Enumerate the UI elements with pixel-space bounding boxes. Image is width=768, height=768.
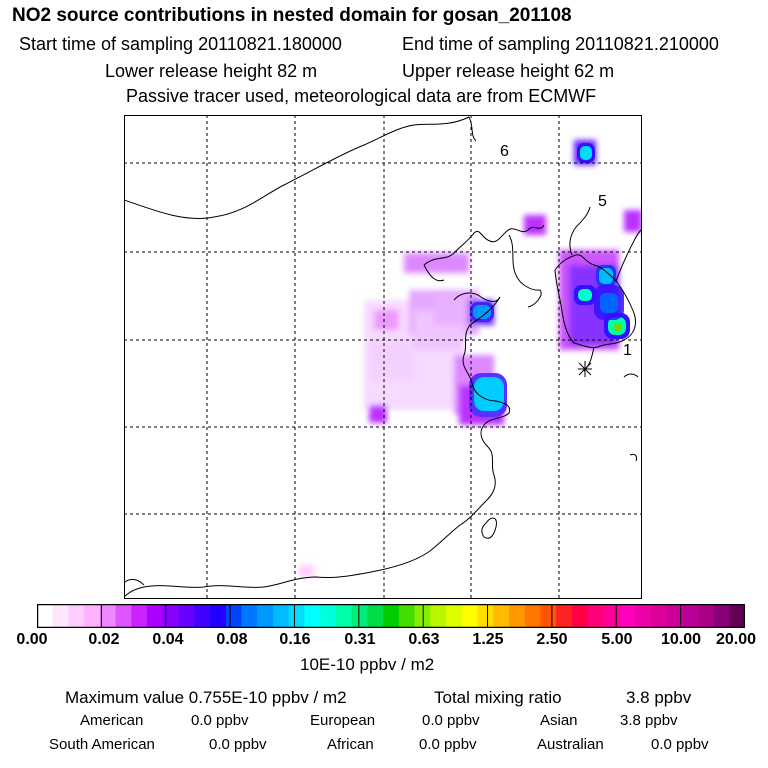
colorbar-swatch	[713, 604, 730, 628]
colorbar-swatch	[524, 604, 541, 628]
american-value: 0.0 ppbv	[191, 712, 249, 729]
colorbar-swatch	[147, 604, 164, 628]
region-label-6: 6	[500, 143, 509, 160]
colorbar-swatch	[84, 604, 101, 628]
colorbar-swatch	[603, 604, 620, 628]
colorbar-swatch	[335, 604, 353, 628]
colorbar-swatch	[162, 604, 180, 628]
start-time-label: Start time of sampling 20110821.180000	[19, 34, 342, 54]
legend-tick-6: 0.63	[408, 631, 440, 648]
european-value: 0.0 ppbv	[422, 712, 480, 729]
asian-label: Asian	[540, 712, 578, 729]
total-mixing-value: 3.8 ppbv	[626, 688, 692, 707]
legend-tick-1: 0.02	[88, 631, 120, 648]
colorbar-swatch	[210, 604, 227, 628]
legend-tick-11: 20.00	[715, 631, 757, 648]
asian-value: 3.8 ppbv	[620, 712, 678, 729]
map-title: NO2 source contributions in nested domai…	[12, 5, 572, 26]
legend-tick-2: 0.04	[152, 631, 184, 648]
colorbar-border	[37, 604, 745, 628]
colorbar-swatch	[288, 604, 305, 628]
colorbar-swatch	[304, 604, 321, 628]
max-value-label: Maximum value 0.755E-10 ppbv / m2	[65, 688, 347, 707]
colorbar-swatch	[587, 604, 604, 628]
legend-tick-0: 0.00	[16, 631, 48, 648]
australian-value: 0.0 ppbv	[651, 736, 709, 753]
colorbar-swatch	[257, 604, 274, 628]
african-label: African	[327, 736, 374, 753]
upper-release-height: Upper release height 62 m	[402, 61, 615, 81]
colorbar-swatch	[367, 604, 384, 628]
colorbar-swatch	[320, 604, 337, 628]
legend-units: 10E-10 ppbv / m2	[300, 655, 435, 674]
legend-tick-8: 2.50	[536, 631, 568, 648]
colorbar-swatch	[351, 604, 368, 628]
european-label: European	[310, 712, 376, 729]
colorbar-swatch	[52, 604, 69, 628]
colorbar-swatch	[634, 604, 652, 628]
colorbar-swatch	[477, 604, 494, 628]
south-american-label: South American	[49, 736, 155, 753]
concentration-field	[299, 140, 642, 577]
colorbar-swatch	[178, 604, 195, 628]
legend-tick-5: 0.31	[344, 631, 376, 648]
region-label-5: 5	[598, 193, 607, 210]
colorbar	[37, 604, 745, 628]
australian-label: Australian	[537, 736, 604, 753]
colorbar-swatch	[493, 604, 510, 628]
colorbar-swatch	[650, 604, 667, 628]
region-label-1: 1	[623, 342, 632, 359]
colorbar-swatch	[115, 604, 132, 628]
colorbar-swatch	[446, 604, 463, 628]
colorbar-swatch	[461, 604, 479, 628]
tracer-note: Passive tracer used, meteorological data…	[126, 86, 597, 106]
total-mixing-label: Total mixing ratio	[434, 688, 562, 707]
colorbar-swatch	[571, 604, 589, 628]
legend-tick-7: 1.25	[472, 631, 504, 648]
lower-release-height: Lower release height 82 m	[105, 61, 318, 81]
colorbar-swatch	[430, 604, 447, 628]
colorbar-swatch	[68, 604, 85, 628]
colorbar-swatch	[273, 604, 290, 628]
american-label: American	[80, 712, 144, 729]
colorbar-swatch	[729, 604, 745, 628]
african-value: 0.0 ppbv	[419, 736, 477, 753]
legend-tick-10: 10.00	[660, 631, 702, 648]
receptor-asterisk-icon	[578, 361, 592, 377]
colorbar-swatch	[682, 604, 699, 628]
south-american-value: 0.0 ppbv	[209, 736, 267, 753]
end-time-label: End time of sampling 20110821.210000	[402, 34, 719, 54]
colorbar-swatch	[556, 604, 573, 628]
colorbar-swatch	[540, 604, 557, 628]
colorbar-swatch	[99, 604, 117, 628]
map-border	[124, 115, 642, 599]
colorbar-swatch	[37, 604, 54, 628]
colorbar-swatch	[398, 604, 416, 628]
map-panel: 6 5 1	[124, 115, 642, 599]
legend-tick-3: 0.08	[216, 631, 248, 648]
legend-tick-4: 0.16	[279, 631, 311, 648]
legend-tick-9: 5.00	[601, 631, 633, 648]
colorbar-swatch	[383, 604, 400, 628]
graticule	[124, 115, 642, 599]
colorbar-swatch	[225, 604, 243, 628]
colorbar-swatch	[666, 604, 683, 628]
colorbar-swatch	[194, 604, 211, 628]
colorbar-swatch	[509, 604, 526, 628]
colorbar-swatch	[619, 604, 636, 628]
colorbar-swatch	[131, 604, 148, 628]
colorbar-swatch	[241, 604, 258, 628]
colorbar-swatch	[697, 604, 715, 628]
